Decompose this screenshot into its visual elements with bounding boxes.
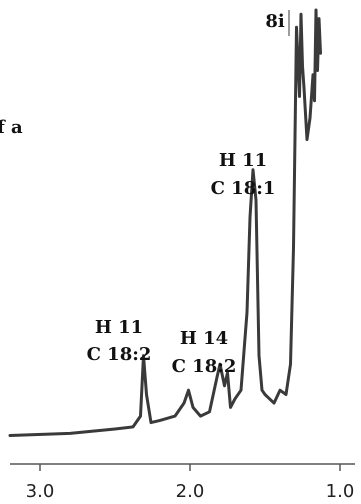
cropped-label-fa: f a xyxy=(0,117,23,138)
x-tick-label-3-0: 3.0 xyxy=(26,481,55,502)
spectrum-line xyxy=(8,8,322,437)
peak-label-h11-c182-line2: C 18:2 xyxy=(87,344,152,365)
x-tick-label-1-0: 1.0 xyxy=(326,481,355,502)
peak-label-h14-c182-line1: H 14 xyxy=(180,328,228,349)
peak-label-h14-c182-line2: C 18:2 xyxy=(172,356,237,377)
peak-label-h11-c181-line1: H 11 xyxy=(219,150,267,171)
peak-label-8i: 8i xyxy=(265,11,285,32)
peak-label-h11-c182-line1: H 11 xyxy=(95,317,143,338)
peak-label-h11-c181-line2: C 18:1 xyxy=(211,178,276,199)
x-tick-label-2-0: 2.0 xyxy=(176,481,205,502)
